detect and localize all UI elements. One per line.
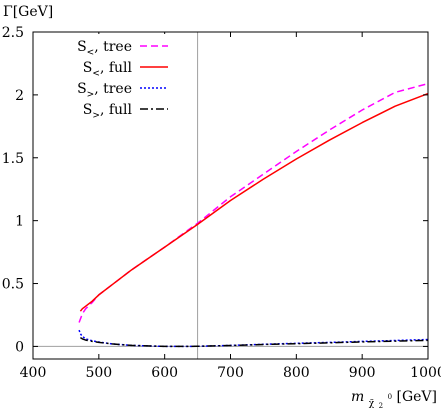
series-line-1 (79, 92, 429, 312)
legend-label-main: S (83, 102, 93, 118)
legend-label-rest: , full (100, 60, 133, 76)
y-tick-label: 0 (15, 339, 24, 355)
x-axis-label-unit: [GeV] (396, 389, 437, 405)
legend-label-1: S<, full (83, 60, 133, 79)
x-axis-label: m χ̃ 2 0 [GeV] (351, 387, 437, 409)
legend-background (60, 34, 172, 120)
y-tick-label: 0.5 (2, 277, 24, 293)
legend-label-rest: , tree (94, 39, 132, 55)
x-axis-label-sub: χ̃ (369, 398, 375, 409)
legend-label-0: S<, tree (77, 39, 132, 58)
reference-lines (33, 32, 428, 359)
legend-label-2: S>, tree (77, 81, 132, 100)
legend-label-main: S (83, 60, 93, 76)
legend-label-rest: , tree (94, 81, 132, 97)
x-tick-label: 400 (20, 365, 47, 381)
y-tick-label: 1.5 (2, 151, 24, 167)
legend-label-sub: > (92, 111, 100, 121)
x-tick-label: 900 (349, 365, 376, 381)
legend-label-main: S (77, 81, 87, 97)
x-tick-label: 600 (151, 365, 178, 381)
x-axis-label-sup: 0 (388, 393, 392, 401)
x-axis-label-main: m (351, 389, 364, 405)
y-axis-label: Γ[GeV] (3, 4, 53, 20)
x-tick-label: 700 (217, 365, 244, 381)
legend-label-3: S>, full (83, 102, 133, 121)
x-tick-label: 500 (85, 365, 112, 381)
y-tick-label: 2.5 (2, 25, 24, 41)
legend-label-sub: < (92, 69, 100, 79)
y-tick-label: 2 (15, 88, 24, 104)
legend-label-main: S (77, 39, 87, 55)
series-layer (78, 82, 429, 348)
legend-label-rest: , full (100, 102, 133, 118)
series-line-3 (79, 336, 429, 348)
x-axis-label-subsub: 2 (379, 402, 383, 409)
legend-label-sub: > (87, 90, 95, 100)
legend-label-sub: < (87, 48, 95, 58)
series-line-2 (78, 329, 429, 348)
y-tick-label: 1 (15, 214, 24, 230)
x-tick-label: 800 (283, 365, 310, 381)
